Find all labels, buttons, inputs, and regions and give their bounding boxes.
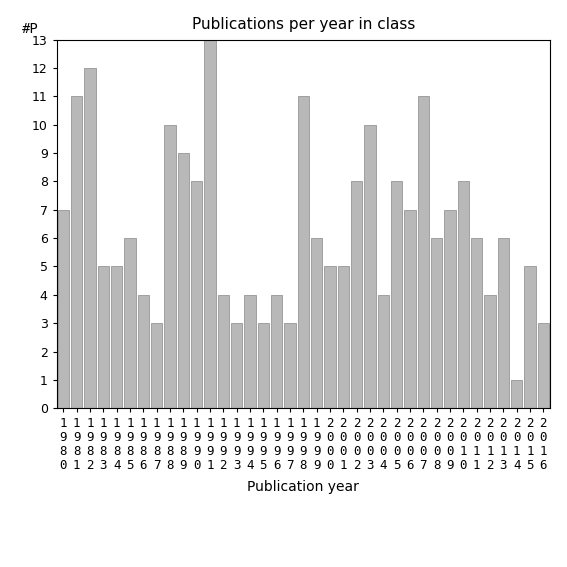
Bar	[191, 181, 202, 408]
Bar	[124, 238, 136, 408]
Bar	[164, 125, 176, 408]
Bar	[257, 323, 269, 408]
Bar	[431, 238, 442, 408]
Bar	[324, 266, 336, 408]
Title: Publications per year in class: Publications per year in class	[192, 16, 415, 32]
Bar	[151, 323, 162, 408]
Bar	[84, 68, 96, 408]
Bar	[498, 238, 509, 408]
Bar	[71, 96, 82, 408]
Bar	[58, 210, 69, 408]
Text: #P: #P	[22, 22, 39, 36]
Bar	[524, 266, 536, 408]
Bar	[298, 96, 309, 408]
Bar	[365, 125, 376, 408]
Bar	[511, 380, 522, 408]
Bar	[484, 295, 496, 408]
Bar	[244, 295, 256, 408]
Bar	[445, 210, 456, 408]
Bar	[231, 323, 242, 408]
Bar	[404, 210, 416, 408]
Bar	[378, 295, 389, 408]
Bar	[138, 295, 149, 408]
Bar	[418, 96, 429, 408]
Bar	[338, 266, 349, 408]
Bar	[458, 181, 469, 408]
Bar	[204, 40, 215, 408]
Bar	[391, 181, 403, 408]
Bar	[538, 323, 549, 408]
Bar	[351, 181, 362, 408]
Bar	[471, 238, 483, 408]
Bar	[218, 295, 229, 408]
Bar	[177, 153, 189, 408]
Bar	[98, 266, 109, 408]
Bar	[284, 323, 295, 408]
Bar	[311, 238, 323, 408]
Bar	[271, 295, 282, 408]
Bar	[111, 266, 122, 408]
X-axis label: Publication year: Publication year	[247, 480, 359, 494]
